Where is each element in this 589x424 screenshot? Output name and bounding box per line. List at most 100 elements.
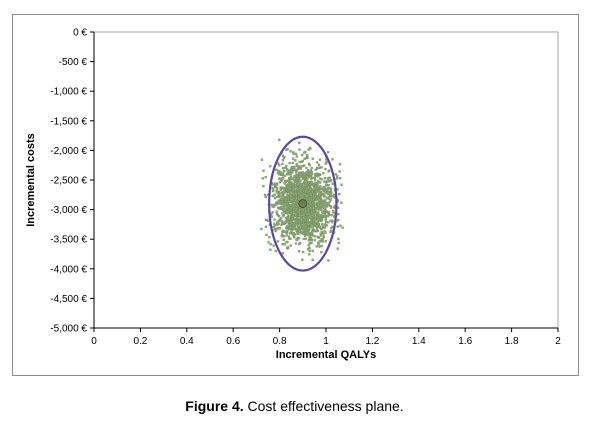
data-point — [294, 180, 297, 184]
x-tick-label: 1.2 — [365, 336, 379, 347]
data-point — [274, 249, 277, 253]
data-point — [317, 175, 320, 178]
data-point — [332, 209, 335, 213]
data-point — [302, 177, 305, 180]
data-point — [311, 157, 314, 160]
data-point — [303, 193, 307, 196]
data-point — [318, 158, 322, 161]
data-point — [316, 206, 320, 210]
data-point — [297, 250, 301, 253]
data-point — [299, 172, 302, 175]
data-point — [310, 173, 313, 176]
data-point — [289, 195, 293, 199]
data-point — [326, 188, 329, 192]
data-point — [295, 207, 298, 210]
data-point — [291, 157, 295, 160]
data-point — [313, 203, 317, 207]
data-point — [289, 244, 292, 247]
data-point — [285, 212, 289, 215]
data-point — [294, 199, 297, 202]
data-point — [338, 163, 342, 166]
data-point — [282, 188, 286, 191]
data-point — [286, 148, 289, 151]
data-point — [305, 188, 308, 191]
data-point — [332, 206, 336, 209]
data-point — [322, 214, 325, 217]
data-point — [298, 218, 301, 221]
data-point — [305, 172, 309, 175]
y-tick-label: 0 € — [73, 28, 87, 39]
data-point — [322, 233, 325, 236]
data-point — [324, 198, 327, 201]
data-point — [306, 156, 309, 160]
data-point — [277, 173, 281, 176]
data-point — [284, 202, 287, 205]
data-point — [317, 196, 320, 200]
data-point — [279, 198, 282, 201]
data-point — [317, 201, 320, 204]
data-point — [289, 220, 292, 223]
data-point — [294, 183, 297, 187]
x-tick-label: 0.8 — [273, 336, 287, 347]
data-point — [287, 183, 290, 186]
data-point — [276, 206, 280, 210]
data-point — [300, 183, 303, 186]
data-point — [289, 175, 293, 179]
data-point — [331, 195, 334, 198]
data-point — [298, 214, 302, 217]
data-point — [336, 177, 339, 180]
data-point — [315, 245, 318, 248]
data-point — [302, 232, 305, 235]
data-point — [288, 228, 291, 231]
data-point — [292, 235, 296, 238]
data-point — [308, 175, 312, 178]
data-point — [307, 239, 311, 242]
data-point — [288, 170, 291, 173]
data-point — [335, 175, 339, 178]
data-point — [277, 219, 280, 223]
data-point — [289, 173, 293, 176]
data-point — [309, 231, 312, 235]
y-tick-label: -5,000 € — [50, 324, 87, 335]
confidence-ellipse — [268, 135, 338, 272]
y-tick-label: -1,500 € — [50, 116, 87, 127]
data-point — [284, 226, 288, 230]
data-point — [324, 240, 327, 243]
data-point — [321, 240, 325, 243]
data-point — [316, 221, 320, 224]
data-point — [304, 237, 307, 240]
data-point — [281, 177, 284, 180]
data-point — [264, 176, 267, 179]
data-point — [281, 200, 284, 203]
data-point — [300, 187, 304, 190]
data-point — [276, 240, 280, 243]
data-point — [331, 225, 334, 228]
data-point — [268, 236, 271, 239]
data-point — [294, 214, 297, 217]
data-point — [293, 233, 297, 236]
data-point — [325, 221, 328, 224]
data-point — [281, 158, 285, 162]
data-point — [301, 258, 304, 261]
data-point — [284, 221, 287, 224]
data-point — [269, 165, 272, 168]
y-tick-label: -4,000 € — [50, 264, 87, 275]
data-point — [301, 208, 305, 212]
data-point — [273, 184, 276, 187]
data-point — [327, 210, 331, 214]
data-point — [284, 191, 288, 194]
data-point — [337, 241, 340, 245]
data-point — [320, 166, 323, 169]
data-point — [314, 182, 318, 185]
data-point — [297, 210, 300, 213]
data-point — [282, 197, 285, 201]
data-point — [275, 210, 278, 213]
data-point — [287, 204, 290, 208]
data-point — [297, 182, 300, 186]
data-point — [308, 164, 311, 167]
data-point — [262, 169, 265, 172]
x-tick-label: 1.8 — [505, 336, 519, 347]
data-point — [289, 223, 292, 226]
data-point — [322, 235, 326, 239]
data-point — [291, 232, 294, 235]
